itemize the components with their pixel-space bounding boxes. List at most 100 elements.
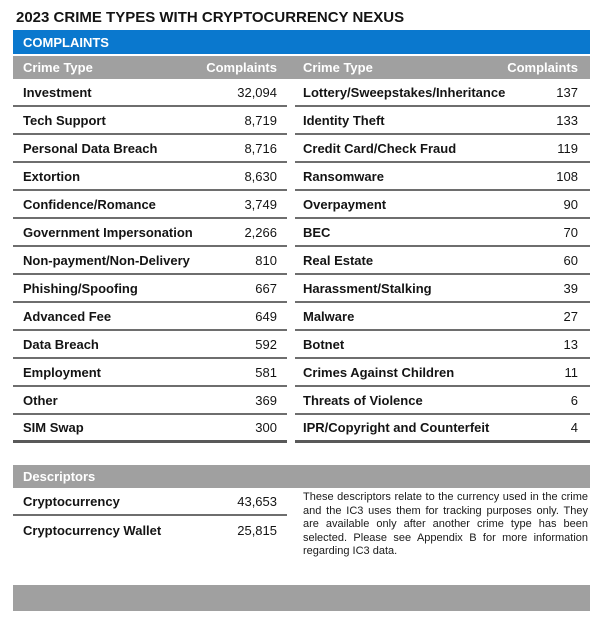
page-title: 2023 CRIME TYPES WITH CRYPTOCURRENCY NEX… — [16, 9, 405, 26]
table-row: Real Estate 60 — [295, 247, 590, 275]
descriptors-note: These descriptors relate to the currency… — [303, 491, 588, 557]
crime-type-cell: Overpayment — [303, 196, 387, 212]
descriptors-area: Cryptocurrency 43,653 Cryptocurrency Walle… — [13, 488, 590, 561]
table-row: Investment 32,094 — [13, 79, 287, 107]
table-row: Ransomware 108 — [295, 163, 590, 191]
crime-type-cell: Cryptocurrency Wallet — [23, 522, 162, 538]
complaints-header-label: COMPLAINTS — [23, 34, 109, 50]
table-row: Employment 581 — [13, 359, 287, 387]
table-column-header-row: Crime Type Complaints Crime Type Complai… — [13, 56, 590, 79]
crime-type-cell: Personal Data Breach — [23, 140, 158, 156]
complaints-table-left-column: Investment 32,094 Tech Support 8,719 Persona… — [13, 79, 287, 443]
table-row: Harassment/Stalking 39 — [295, 275, 590, 303]
table-row: Credit Card/Check Fraud 119 — [295, 135, 590, 163]
table-row: Other 369 — [13, 387, 287, 415]
crime-type-cell: Threats of Violence — [303, 392, 423, 408]
table-row: SIM Swap 300 — [13, 415, 287, 443]
complaints-value-cell: 3,749 — [244, 196, 277, 212]
complaints-value-cell: 810 — [255, 252, 277, 268]
crime-type-cell: SIM Swap — [23, 420, 84, 435]
complaints-value-cell: 667 — [255, 280, 277, 296]
crime-type-cell: Botnet — [303, 336, 345, 352]
column-header-group-left: Crime Type Complaints — [13, 56, 287, 79]
table-row: BEC 70 — [295, 219, 590, 247]
column-header-complaints: Complaints — [206, 60, 277, 75]
complaints-value-cell: 300 — [255, 420, 277, 435]
complaints-value-cell: 60 — [563, 252, 578, 268]
crime-type-cell: Crimes Against Children — [303, 364, 455, 380]
crime-type-cell: Identity Theft — [303, 112, 385, 128]
table-row: Non-payment/Non-Delivery 810 — [13, 247, 287, 275]
complaints-value-cell: 8,719 — [244, 112, 277, 128]
crime-type-cell: Government Impersonation — [23, 224, 193, 240]
column-header-crime-type: Crime Type — [23, 60, 93, 75]
complaints-value-cell: 39 — [563, 280, 578, 296]
table-row: Government Impersonation 2,266 — [13, 219, 287, 247]
complaints-value-cell: 137 — [556, 84, 578, 100]
table-row: Identity Theft 133 — [295, 107, 590, 135]
crime-type-cell: Other — [23, 392, 58, 408]
table-row: Data Breach 592 — [13, 331, 287, 359]
complaints-value-cell: 592 — [255, 336, 277, 352]
column-header-crime-type: Crime Type — [303, 60, 373, 75]
complaints-value-cell: 8,630 — [244, 168, 277, 184]
table-row: Malware 27 — [295, 303, 590, 331]
complaints-value-cell: 8,716 — [244, 140, 277, 156]
crime-type-cell: Harassment/Stalking — [303, 280, 432, 296]
crime-type-cell: Investment — [23, 84, 92, 100]
crime-type-cell: Malware — [303, 308, 355, 324]
table-row: Personal Data Breach 8,716 — [13, 135, 287, 163]
table-row: Overpayment 90 — [295, 191, 590, 219]
complaints-value-cell: 32,094 — [237, 84, 277, 100]
crime-type-cell: Confidence/Romance — [23, 196, 156, 212]
table-row: Botnet 13 — [295, 331, 590, 359]
crime-type-cell: Employment — [23, 364, 102, 380]
complaints-value-cell: 108 — [556, 168, 578, 184]
complaints-value-cell: 90 — [563, 196, 578, 212]
crime-type-cell: Non-payment/Non-Delivery — [23, 252, 190, 268]
complaints-value-cell: 25,815 — [237, 522, 277, 538]
complaints-value-cell: 27 — [563, 308, 578, 324]
bottom-divider-bar — [13, 585, 590, 611]
crime-type-cell: Extortion — [23, 168, 81, 184]
column-header-group-right: Crime Type Complaints — [287, 56, 590, 79]
crime-type-cell: Lottery/Sweepstakes/Inheritance — [303, 84, 506, 100]
complaints-value-cell: 369 — [255, 392, 277, 408]
column-header-complaints: Complaints — [507, 60, 578, 75]
table-row: IPR/Copyright and Counterfeit 4 — [295, 415, 590, 443]
table-row: Cryptocurrency Wallet 25,815 — [13, 516, 287, 544]
complaints-value-cell: 13 — [563, 336, 578, 352]
complaints-section-header-bar: COMPLAINTS — [13, 30, 590, 54]
complaints-value-cell: 43,653 — [237, 493, 277, 509]
complaints-value-cell: 581 — [255, 364, 277, 380]
crime-type-cell: IPR/Copyright and Counterfeit — [303, 420, 490, 435]
table-row: Lottery/Sweepstakes/Inheritance 137 — [295, 79, 590, 107]
crime-type-cell: Advanced Fee — [23, 308, 112, 324]
table-row: Threats of Violence 6 — [295, 387, 590, 415]
crime-type-cell: Cryptocurrency — [23, 493, 120, 509]
crime-type-cell: Data Breach — [23, 336, 99, 352]
table-row: Phishing/Spoofing 667 — [13, 275, 287, 303]
complaints-value-cell: 6 — [570, 392, 578, 408]
table-row: Confidence/Romance 3,749 — [13, 191, 287, 219]
crime-type-cell: Real Estate — [303, 252, 374, 268]
table-row: Extortion 8,630 — [13, 163, 287, 191]
crime-type-cell: Ransomware — [303, 168, 384, 184]
crime-type-cell: Credit Card/Check Fraud — [303, 140, 457, 156]
complaints-value-cell: 649 — [255, 308, 277, 324]
table-row: Advanced Fee 649 — [13, 303, 287, 331]
table-row: Crimes Against Children 11 — [295, 359, 590, 387]
complaints-value-cell: 119 — [557, 140, 578, 156]
complaints-table: Investment 32,094 Tech Support 8,719 Persona… — [13, 79, 590, 443]
table-row: Cryptocurrency 43,653 — [13, 488, 287, 516]
page: 2023 CRIME TYPES WITH CRYPTOCURRENCY NEX… — [0, 9, 600, 611]
complaints-value-cell: 11 — [564, 364, 579, 380]
crime-type-cell: Phishing/Spoofing — [23, 280, 138, 296]
complaints-table-right-column: Lottery/Sweepstakes/Inheritance 137 Identi… — [295, 79, 590, 443]
descriptors-section-header-bar: Descriptors — [13, 465, 590, 488]
complaints-value-cell: 4 — [570, 420, 578, 435]
crime-type-cell: Tech Support — [23, 112, 106, 128]
descriptors-header-label: Descriptors — [23, 469, 96, 484]
descriptors-table: Cryptocurrency 43,653 Cryptocurrency Walle… — [13, 488, 287, 561]
complaints-value-cell: 133 — [556, 112, 578, 128]
